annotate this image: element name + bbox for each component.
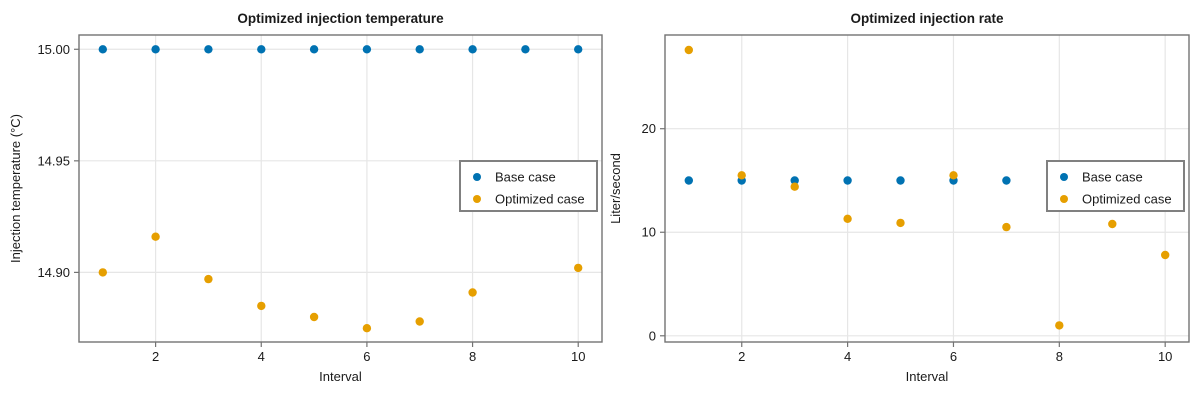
legend-marker — [473, 173, 481, 181]
data-point — [151, 45, 160, 54]
x-tick-label: 10 — [1158, 349, 1172, 364]
y-axis-label: Injection temperature (°C) — [8, 114, 23, 263]
data-point — [684, 45, 693, 55]
axes-frame — [78, 34, 603, 343]
data-point — [1161, 250, 1170, 260]
data-point — [1108, 219, 1117, 229]
data-point — [468, 45, 477, 54]
y-tick-label: 10 — [642, 225, 656, 240]
data-point — [1002, 222, 1011, 232]
legend-marker — [1060, 173, 1068, 181]
data-point — [362, 45, 372, 54]
legend-label: Base case — [1082, 170, 1143, 185]
data-point — [204, 45, 213, 54]
x-axis-label: Interval — [319, 369, 362, 384]
legend-label: Optimized case — [1082, 192, 1172, 207]
legend-marker — [1060, 195, 1068, 203]
chart-title: Optimized injection temperature — [237, 11, 444, 26]
data-point — [843, 176, 852, 185]
data-point — [949, 171, 958, 180]
chart-optimized-injection-rate: 2 4 6 8 10 0 10 20 Optimized injection rate Inter… — [608, 11, 1190, 384]
data-point — [790, 176, 799, 185]
x-tick-label: 2 — [152, 349, 159, 364]
data-point — [521, 45, 530, 54]
axes-frame — [664, 34, 1190, 343]
data-point — [98, 268, 108, 277]
data-point — [415, 317, 424, 326]
x-tick-label: 4 — [844, 349, 851, 364]
data-point — [684, 176, 693, 185]
data-point — [574, 45, 583, 54]
data-point — [1002, 176, 1011, 185]
data-point — [98, 45, 108, 54]
y-tick-label: 14.95 — [37, 153, 70, 168]
data-point — [737, 171, 746, 180]
data-point — [843, 214, 852, 223]
data-point — [790, 182, 799, 191]
x-tick-label: 8 — [1056, 349, 1063, 364]
data-point — [574, 263, 583, 273]
legend-label: Optimized case — [495, 192, 585, 207]
y-axis-label: Liter/second — [608, 153, 623, 224]
y-tick-label: 0 — [649, 328, 656, 343]
data-point — [309, 45, 319, 54]
chart-optimized-injection-temperature: 2 4 6 8 10 15.00 14.95 14.90 Optimized injection… — [8, 11, 603, 384]
y-tick-label: 15.00 — [37, 42, 70, 57]
legend: Base case Optimized case — [459, 160, 598, 212]
x-tick-label: 6 — [950, 349, 957, 364]
legend-marker — [473, 195, 481, 203]
data-point — [896, 176, 905, 185]
chart-title: Optimized injection rate — [850, 11, 1004, 26]
x-tick-label: 4 — [258, 349, 265, 364]
data-point — [468, 288, 477, 297]
data-point — [309, 312, 319, 322]
legend-box — [1046, 160, 1185, 212]
x-tick-label: 8 — [469, 349, 476, 364]
data-point — [257, 45, 266, 54]
x-axis-label: Interval — [906, 369, 949, 384]
data-point — [151, 232, 160, 241]
data-point — [415, 45, 424, 54]
data-point — [362, 324, 372, 333]
series-base-case — [98, 45, 583, 54]
data-point — [257, 301, 266, 311]
y-tick-label: 14.90 — [37, 265, 70, 280]
legend-label: Base case — [495, 170, 556, 185]
x-tick-label: 10 — [571, 349, 585, 364]
x-tick-label: 6 — [363, 349, 370, 364]
x-tick-label: 2 — [738, 349, 745, 364]
y-tick-label: 20 — [642, 121, 656, 136]
legend: Base case Optimized case — [1046, 160, 1185, 212]
series-optimized-case — [98, 201, 583, 333]
data-point — [204, 274, 213, 284]
legend-box — [459, 160, 598, 212]
series-optimized-case — [684, 45, 1170, 330]
data-point — [896, 218, 905, 228]
data-point — [1055, 321, 1064, 330]
